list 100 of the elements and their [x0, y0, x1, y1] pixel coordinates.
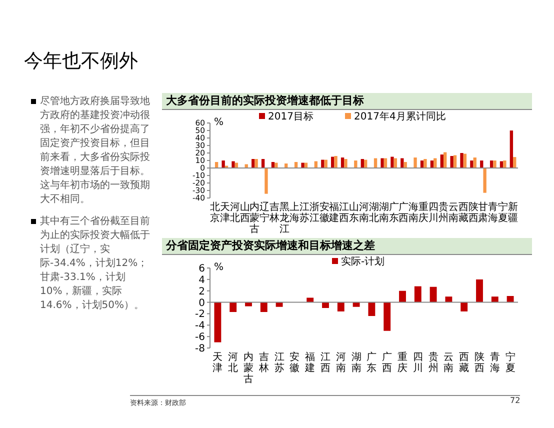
x-tick-label: 广西 [398, 201, 409, 224]
x-tick-label: 吉林 [258, 351, 269, 374]
bar [232, 161, 235, 168]
x-tick-label: 上海 [289, 201, 300, 224]
x-tick-label: 湖南 [351, 351, 362, 374]
x-tick-label: 河南 [359, 201, 369, 224]
bar [404, 162, 407, 168]
x-tick-label: 福建 [304, 351, 316, 374]
bar [337, 302, 344, 312]
y-tick-label: -8 [195, 344, 205, 354]
bar [513, 157, 516, 168]
y-axis-title: % [214, 117, 224, 128]
legend-label: 2017目标 [268, 110, 314, 122]
x-tick-label: 河北 [230, 201, 240, 224]
bar [443, 152, 447, 168]
bar [301, 162, 304, 168]
bar [463, 154, 467, 168]
x-tick-label: 河南 [336, 351, 346, 374]
bar [222, 160, 225, 168]
x-tick-label: 广西 [382, 351, 392, 374]
bar [483, 168, 486, 193]
x-tick-label: 辽宁 [260, 201, 270, 224]
x-tick-label: 湖北 [368, 201, 379, 224]
x-tick-label: 吉林 [268, 201, 280, 224]
x-tick-label: 陕西 [474, 351, 484, 374]
text: 72 [510, 396, 520, 405]
y-tick-label: 4 [198, 274, 205, 286]
x-tick-label: 宁夏 [498, 201, 508, 224]
x-tick-label: 福建 [328, 201, 340, 224]
bar [503, 160, 506, 168]
x-tick-label: 青海 [490, 351, 500, 374]
y-tick-label: 6 [198, 264, 205, 274]
x-tick-label: 安徽 [290, 351, 300, 374]
bar [390, 156, 394, 168]
y-tick-label: -6 [195, 332, 205, 344]
legend-label: 实际-计划 [341, 256, 385, 268]
y-tick-label: -4 [195, 320, 205, 332]
x-tick-label: 广东 [366, 351, 377, 374]
x-tick-label: 青海 [488, 201, 498, 224]
bar [254, 159, 258, 168]
bar [460, 302, 468, 312]
bar [214, 302, 222, 342]
bar [470, 160, 474, 168]
x-tick-label: 广东 [388, 201, 399, 224]
chart-title: 分省固定资产投资实际增速和目标增速之差 [162, 238, 532, 255]
bar [274, 162, 278, 168]
x-tick-label: 天津 [212, 352, 223, 374]
bar [491, 296, 498, 302]
x-tick-label: 贵州 [428, 351, 438, 374]
x-tick-label: 内蒙古 [250, 201, 260, 235]
text: 今年也不例外 [23, 49, 139, 74]
bar [424, 159, 427, 168]
bar [264, 168, 268, 194]
x-tick-label: 北京 [210, 201, 220, 224]
bar [321, 160, 324, 168]
x-tick-label: 甘肃 [478, 201, 488, 224]
text: 尽管地方政府换届导致地方政府的基建投资冲动很强，年初不少省份提高了固定资产投资目标，但目前来看，大多省份实际投资增速明显落后于目标。这与年初市场的一致预期大不相同。 [40, 95, 151, 207]
x-tick-label: 陕西 [468, 201, 478, 224]
x-tick-label: 西藏 [458, 202, 468, 224]
x-tick-label: 山东 [349, 201, 360, 224]
bar [493, 160, 496, 168]
bar [445, 296, 452, 302]
bar [506, 296, 514, 302]
bar [450, 156, 454, 168]
bar [230, 302, 237, 312]
bar [384, 302, 391, 331]
x-tick-label: 重庆 [398, 351, 408, 374]
x-tick-label: 海南 [408, 201, 419, 224]
x-tick-label: 贵州 [438, 201, 448, 224]
x-tick-label: 宁夏 [505, 351, 516, 374]
text: 其中有三个省份截至目前为止的实际投资大幅低于计划（辽宁，实际-34.4%，计划12%；甘肃-33.1%，计划10%，新疆，实际14.6%，计划50%）。 [40, 215, 151, 313]
x-tick-label: 江西 [320, 351, 330, 374]
chart-title: 大多省份目前的实际投资增速都低于目标 [162, 93, 532, 110]
x-tick-label: 江苏 [274, 351, 284, 374]
x-tick-label: 江苏 [299, 201, 310, 224]
x-tick-label: 山西 [240, 201, 250, 224]
x-tick-label: 黑龙江 [280, 202, 290, 235]
x-tick-label: 云南 [444, 352, 454, 374]
x-tick-label: 天津 [220, 202, 230, 224]
x-tick-label: 新疆 [508, 201, 518, 224]
y-tick-label: 2 [198, 286, 205, 298]
x-tick-label: 江西 [339, 201, 350, 224]
bar [334, 156, 338, 168]
bar [414, 158, 417, 168]
bar [340, 158, 344, 168]
x-tick-label: 内蒙古 [244, 351, 254, 385]
x-tick-label: 四川 [412, 352, 423, 374]
bar [399, 290, 406, 302]
bar [473, 158, 476, 168]
bar [476, 279, 483, 302]
x-tick-label: 河北 [228, 351, 238, 374]
y-axis-title: % [214, 262, 224, 273]
y-tick-label: 0 [198, 298, 205, 309]
bar [510, 130, 514, 168]
bar [260, 302, 268, 312]
bar [460, 153, 464, 168]
bar [430, 286, 437, 302]
bar [368, 302, 376, 316]
x-tick-label: 重庆 [418, 201, 429, 224]
y-tick-label: -2 [195, 309, 205, 320]
